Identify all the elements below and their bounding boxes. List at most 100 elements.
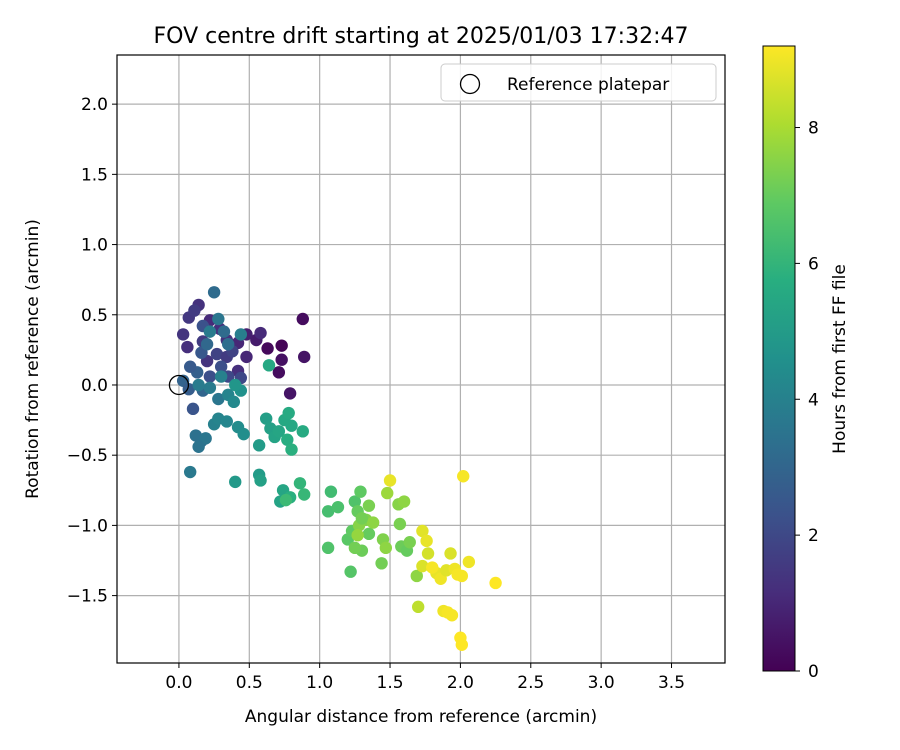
x-tick-label: 3.5: [658, 673, 685, 693]
data-point: [344, 565, 357, 578]
colorbar-tick-label: 6: [808, 254, 819, 274]
data-point: [331, 500, 345, 514]
y-axis-label: Rotation from reference (arcmin): [23, 219, 43, 499]
reference-marker: [168, 374, 190, 396]
legend-box: [440, 63, 717, 102]
plot-frame: [116, 54, 726, 664]
data-point: [416, 524, 429, 538]
colorbar-label: Hours from first FF file: [830, 264, 850, 454]
data-point: [192, 440, 205, 453]
data-point: [188, 304, 201, 317]
y-tick-label: 1.0: [81, 236, 108, 256]
colorbar: 0 2 4 6 8 Hours from first FF file: [762, 45, 850, 682]
grid-lines: [117, 55, 725, 663]
data-point: [420, 534, 433, 548]
y-axis-ticks: −1.5 −1.0 −0.5 0.0 0.5 1.0 1.5 2.0: [67, 95, 117, 607]
data-point: [212, 312, 225, 326]
colorbar-tick-label: 2: [808, 526, 819, 546]
data-point: [237, 427, 250, 441]
reference-platepar-marker: [168, 374, 190, 396]
data-point: [403, 536, 416, 549]
x-tick-label: 1.5: [377, 673, 404, 693]
y-tick-label: 2.0: [81, 95, 108, 115]
data-point: [176, 328, 190, 341]
data-point: [397, 495, 411, 508]
data-point: [189, 429, 203, 442]
data-point: [282, 406, 295, 420]
x-tick-label: 2.5: [517, 673, 544, 693]
data-point: [214, 360, 228, 373]
data-point: [272, 425, 286, 438]
colorbar-gradient: [762, 45, 796, 672]
data-point: [348, 541, 362, 555]
data-point: [321, 505, 335, 518]
data-point: [354, 485, 367, 498]
data-point: [212, 392, 225, 406]
data-point: [203, 370, 217, 383]
x-axis-label: Angular distance from reference (arcmin): [245, 707, 597, 727]
data-point: [275, 353, 288, 366]
data-points: [176, 286, 502, 651]
data-point: [297, 350, 311, 364]
data-point: [192, 378, 205, 392]
y-tick-label: −1.5: [67, 587, 108, 607]
data-point: [426, 561, 439, 574]
data-point: [217, 325, 231, 338]
data-point: [283, 387, 297, 400]
data-point: [200, 338, 214, 351]
data-point: [210, 347, 224, 361]
data-point: [383, 474, 397, 487]
legend-entry-label: Reference platepar: [507, 75, 669, 95]
data-point: [214, 370, 228, 383]
data-point: [351, 529, 364, 542]
data-point: [411, 600, 425, 614]
data-point: [229, 475, 242, 489]
data-point: [489, 576, 502, 590]
legend: Reference platepar: [440, 63, 717, 102]
y-tick-label: −1.0: [67, 516, 108, 536]
x-tick-label: 3.0: [588, 673, 615, 693]
data-point: [254, 326, 267, 340]
data-point: [445, 609, 459, 622]
y-tick-label: 0.5: [81, 306, 108, 326]
data-point: [229, 378, 242, 392]
data-point: [261, 342, 274, 355]
data-point: [324, 485, 338, 498]
data-point: [362, 527, 376, 541]
data-point: [272, 366, 286, 379]
data-point: [296, 312, 309, 326]
y-tick-label: 1.5: [81, 165, 108, 185]
data-point: [421, 547, 435, 560]
data-point: [183, 465, 197, 479]
data-point: [186, 402, 200, 416]
data-point: [221, 338, 235, 351]
data-point: [296, 425, 309, 438]
data-point: [293, 477, 307, 490]
data-point: [254, 474, 267, 487]
data-point: [457, 470, 470, 483]
data-point: [220, 415, 233, 428]
data-point: [285, 419, 298, 432]
data-point: [262, 359, 276, 372]
data-point: [362, 499, 376, 512]
x-tick-label: 0.0: [165, 673, 192, 693]
data-point: [393, 517, 407, 531]
colorbar-tick-label: 0: [808, 662, 819, 682]
data-point: [321, 541, 335, 555]
data-point: [366, 516, 380, 529]
y-tick-label: 0.0: [81, 376, 108, 396]
colorbar-ticks: 0 2 4 6 8: [795, 119, 819, 682]
data-point: [279, 493, 293, 507]
x-tick-label: 0.5: [236, 673, 263, 693]
data-point: [207, 286, 221, 299]
data-point: [203, 381, 217, 394]
y-tick-label: −0.5: [67, 446, 108, 466]
colorbar-tick-label: 8: [808, 119, 819, 139]
data-point: [199, 432, 212, 445]
data-point: [455, 569, 469, 583]
data-point: [203, 325, 217, 338]
colorbar-tick-label: 4: [808, 390, 819, 410]
data-point: [259, 412, 273, 425]
data-point: [410, 569, 423, 583]
